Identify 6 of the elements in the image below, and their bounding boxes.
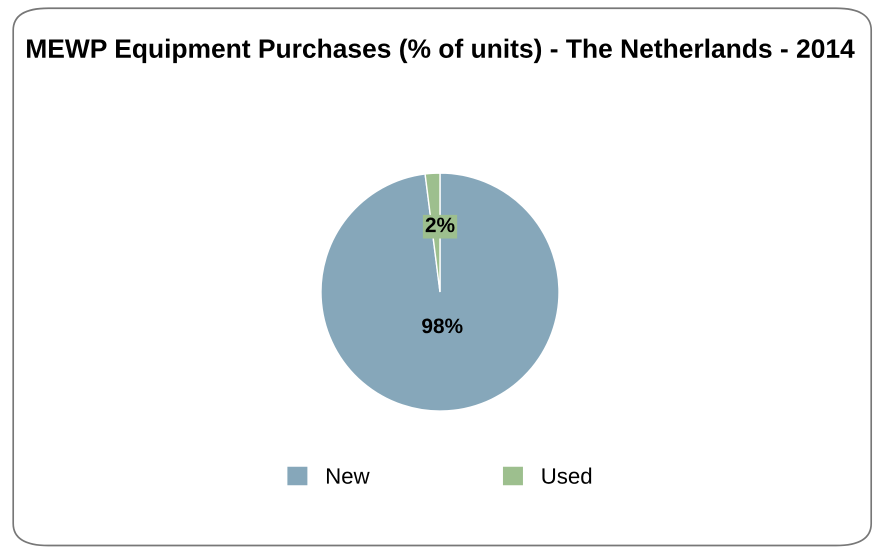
data-label: 2% [426, 218, 455, 232]
data-label: 98% [422, 318, 463, 334]
pie-slice [320, 172, 560, 412]
legend-label: Used [542, 468, 592, 484]
legend-label: New [326, 468, 370, 484]
chart-title: MEWP Equipment Purchases (% of units) - The Netherlands - 2014 [27, 38, 855, 64]
